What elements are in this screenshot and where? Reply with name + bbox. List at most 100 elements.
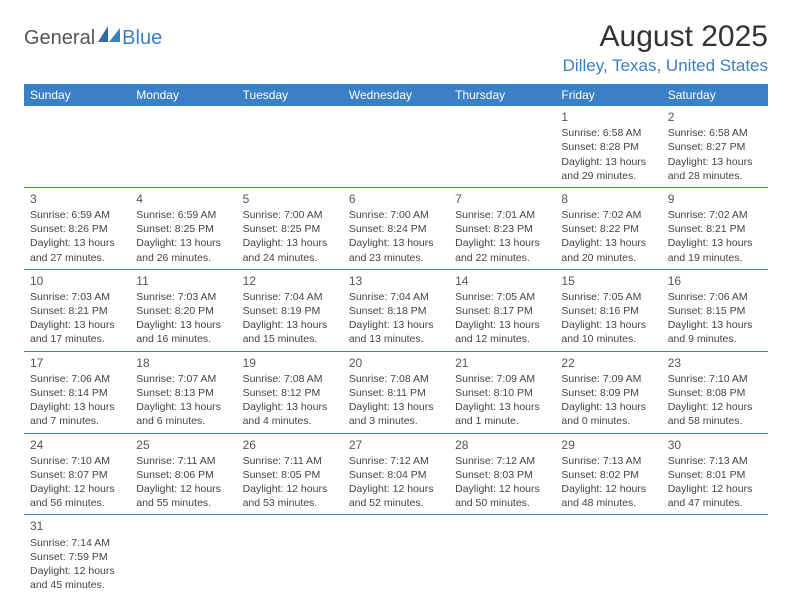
day-number: 30 [668,437,762,453]
daylight-text: Daylight: 13 hours [561,400,655,414]
calendar-body: 1Sunrise: 6:58 AMSunset: 8:28 PMDaylight… [24,106,768,596]
location-text: Dilley, Texas, United States [563,56,768,76]
column-header: Thursday [449,84,555,106]
day-cell: 5Sunrise: 7:00 AMSunset: 8:25 PMDaylight… [237,187,343,269]
sunset-text: Sunset: 8:27 PM [668,140,762,154]
daylight-text: Daylight: 12 hours [455,482,549,496]
sunset-text: Sunset: 8:13 PM [136,386,230,400]
sunrise-text: Sunrise: 7:02 AM [668,208,762,222]
empty-cell [343,515,449,596]
day-cell: 25Sunrise: 7:11 AMSunset: 8:06 PMDayligh… [130,433,236,515]
day-cell: 11Sunrise: 7:03 AMSunset: 8:20 PMDayligh… [130,269,236,351]
sunrise-text: Sunrise: 7:00 AM [349,208,443,222]
sunset-text: Sunset: 8:07 PM [30,468,124,482]
day-cell: 1Sunrise: 6:58 AMSunset: 8:28 PMDaylight… [555,106,661,187]
day-cell: 24Sunrise: 7:10 AMSunset: 8:07 PMDayligh… [24,433,130,515]
day-cell: 17Sunrise: 7:06 AMSunset: 8:14 PMDayligh… [24,351,130,433]
daylight-text: and 10 minutes. [561,332,655,346]
day-cell: 23Sunrise: 7:10 AMSunset: 8:08 PMDayligh… [662,351,768,433]
day-number: 4 [136,191,230,207]
daylight-text: and 3 minutes. [349,414,443,428]
day-number: 25 [136,437,230,453]
day-number: 15 [561,273,655,289]
sunset-text: Sunset: 8:12 PM [243,386,337,400]
empty-cell [343,106,449,187]
empty-cell [449,515,555,596]
sunset-text: Sunset: 8:24 PM [349,222,443,236]
daylight-text: and 20 minutes. [561,251,655,265]
sunrise-text: Sunrise: 7:13 AM [561,454,655,468]
daylight-text: Daylight: 13 hours [30,236,124,250]
daylight-text: and 17 minutes. [30,332,124,346]
daylight-text: Daylight: 13 hours [561,318,655,332]
sunset-text: Sunset: 8:23 PM [455,222,549,236]
day-number: 7 [455,191,549,207]
sunrise-text: Sunrise: 7:05 AM [561,290,655,304]
sunrise-text: Sunrise: 7:06 AM [668,290,762,304]
daylight-text: Daylight: 13 hours [136,400,230,414]
day-cell: 29Sunrise: 7:13 AMSunset: 8:02 PMDayligh… [555,433,661,515]
daylight-text: Daylight: 13 hours [30,318,124,332]
day-cell: 13Sunrise: 7:04 AMSunset: 8:18 PMDayligh… [343,269,449,351]
daylight-text: Daylight: 13 hours [136,318,230,332]
day-number: 29 [561,437,655,453]
daylight-text: Daylight: 13 hours [349,318,443,332]
day-cell: 18Sunrise: 7:07 AMSunset: 8:13 PMDayligh… [130,351,236,433]
day-number: 21 [455,355,549,371]
day-cell: 12Sunrise: 7:04 AMSunset: 8:19 PMDayligh… [237,269,343,351]
sunset-text: Sunset: 8:20 PM [136,304,230,318]
daylight-text: and 58 minutes. [668,414,762,428]
sunset-text: Sunset: 8:22 PM [561,222,655,236]
day-cell: 6Sunrise: 7:00 AMSunset: 8:24 PMDaylight… [343,187,449,269]
daylight-text: Daylight: 13 hours [668,155,762,169]
daylight-text: Daylight: 12 hours [30,564,124,578]
sunrise-text: Sunrise: 7:01 AM [455,208,549,222]
sunset-text: Sunset: 8:16 PM [561,304,655,318]
column-header: Friday [555,84,661,106]
title-block: August 2025 Dilley, Texas, United States [563,20,768,76]
sunset-text: Sunset: 8:25 PM [243,222,337,236]
day-number: 3 [30,191,124,207]
day-cell: 30Sunrise: 7:13 AMSunset: 8:01 PMDayligh… [662,433,768,515]
day-number: 19 [243,355,337,371]
day-cell: 27Sunrise: 7:12 AMSunset: 8:04 PMDayligh… [343,433,449,515]
empty-cell [449,106,555,187]
daylight-text: and 0 minutes. [561,414,655,428]
calendar-header-row: SundayMondayTuesdayWednesdayThursdayFrid… [24,84,768,106]
daylight-text: and 22 minutes. [455,251,549,265]
daylight-text: and 4 minutes. [243,414,337,428]
sunset-text: Sunset: 8:03 PM [455,468,549,482]
day-number: 8 [561,191,655,207]
daylight-text: and 7 minutes. [30,414,124,428]
sunset-text: Sunset: 8:09 PM [561,386,655,400]
sunset-text: Sunset: 8:05 PM [243,468,337,482]
daylight-text: Daylight: 13 hours [349,400,443,414]
column-header: Saturday [662,84,768,106]
day-cell: 2Sunrise: 6:58 AMSunset: 8:27 PMDaylight… [662,106,768,187]
day-cell: 3Sunrise: 6:59 AMSunset: 8:26 PMDaylight… [24,187,130,269]
empty-cell [662,515,768,596]
sunrise-text: Sunrise: 7:11 AM [136,454,230,468]
sunset-text: Sunset: 8:21 PM [668,222,762,236]
day-number: 13 [349,273,443,289]
daylight-text: Daylight: 13 hours [243,400,337,414]
daylight-text: and 47 minutes. [668,496,762,510]
day-number: 14 [455,273,549,289]
daylight-text: Daylight: 13 hours [349,236,443,250]
day-cell: 21Sunrise: 7:09 AMSunset: 8:10 PMDayligh… [449,351,555,433]
day-cell: 7Sunrise: 7:01 AMSunset: 8:23 PMDaylight… [449,187,555,269]
daylight-text: Daylight: 12 hours [30,482,124,496]
sunset-text: Sunset: 8:04 PM [349,468,443,482]
sunrise-text: Sunrise: 6:59 AM [30,208,124,222]
sunrise-text: Sunrise: 7:02 AM [561,208,655,222]
day-cell: 28Sunrise: 7:12 AMSunset: 8:03 PMDayligh… [449,433,555,515]
calendar-page: General Blue August 2025 Dilley, Texas, … [0,0,792,616]
day-number: 20 [349,355,443,371]
daylight-text: and 53 minutes. [243,496,337,510]
empty-cell [130,106,236,187]
daylight-text: Daylight: 12 hours [668,482,762,496]
sunrise-text: Sunrise: 6:58 AM [561,126,655,140]
daylight-text: and 29 minutes. [561,169,655,183]
daylight-text: and 19 minutes. [668,251,762,265]
logo-text-general: General [24,27,95,50]
